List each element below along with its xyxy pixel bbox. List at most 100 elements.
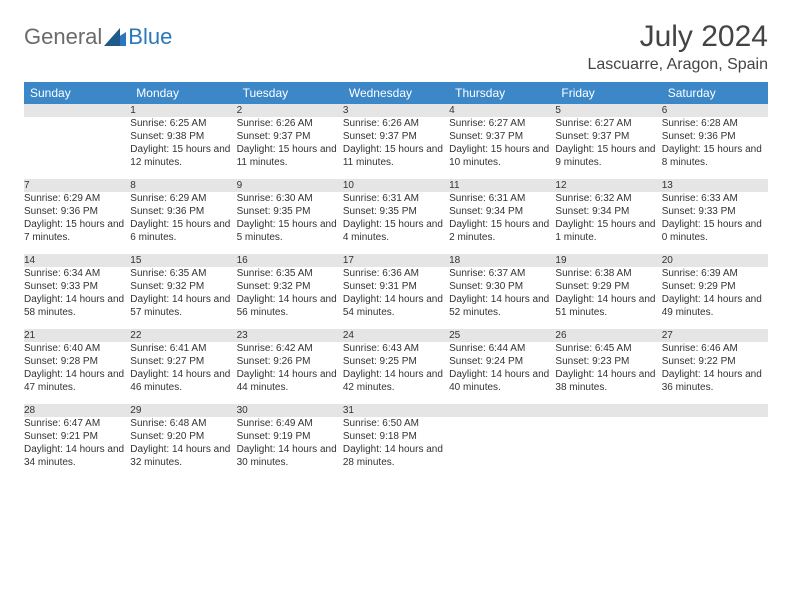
day-number-cell: 13 [662,179,768,192]
sunrise-text: Sunrise: 6:46 AM [662,342,768,355]
weekday-header: Friday [555,82,661,104]
day-number-cell: 12 [555,179,661,192]
sunrise-text: Sunrise: 6:31 AM [449,192,555,205]
weekday-header: Monday [130,82,236,104]
daylight-text: Daylight: 14 hours and 51 minutes. [555,293,661,319]
day-detail-cell: Sunrise: 6:40 AMSunset: 9:28 PMDaylight:… [24,342,130,404]
day-number-cell: 28 [24,404,130,417]
sunrise-text: Sunrise: 6:43 AM [343,342,449,355]
daylight-text: Daylight: 15 hours and 4 minutes. [343,218,449,244]
calendar-body: 123456Sunrise: 6:25 AMSunset: 9:38 PMDay… [24,104,768,479]
daylight-text: Daylight: 15 hours and 10 minutes. [449,143,555,169]
calendar-header: SundayMondayTuesdayWednesdayThursdayFrid… [24,82,768,104]
daylight-text: Daylight: 14 hours and 49 minutes. [662,293,768,319]
day-detail-cell: Sunrise: 6:29 AMSunset: 9:36 PMDaylight:… [24,192,130,254]
daylight-text: Daylight: 15 hours and 9 minutes. [555,143,661,169]
sunrise-text: Sunrise: 6:29 AM [24,192,130,205]
day-number-cell: 30 [237,404,343,417]
sunset-text: Sunset: 9:32 PM [237,280,343,293]
day-detail-row: Sunrise: 6:34 AMSunset: 9:33 PMDaylight:… [24,267,768,329]
day-detail-row: Sunrise: 6:40 AMSunset: 9:28 PMDaylight:… [24,342,768,404]
sunset-text: Sunset: 9:36 PM [130,205,236,218]
day-detail-row: Sunrise: 6:25 AMSunset: 9:38 PMDaylight:… [24,117,768,179]
day-number-cell: 5 [555,104,661,117]
day-detail-cell: Sunrise: 6:46 AMSunset: 9:22 PMDaylight:… [662,342,768,404]
day-detail-cell [449,417,555,479]
sunset-text: Sunset: 9:34 PM [449,205,555,218]
day-detail-cell: Sunrise: 6:28 AMSunset: 9:36 PMDaylight:… [662,117,768,179]
daylight-text: Daylight: 15 hours and 11 minutes. [343,143,449,169]
daylight-text: Daylight: 15 hours and 8 minutes. [662,143,768,169]
daylight-text: Daylight: 14 hours and 32 minutes. [130,443,236,469]
daylight-text: Daylight: 15 hours and 7 minutes. [24,218,130,244]
day-detail-cell: Sunrise: 6:29 AMSunset: 9:36 PMDaylight:… [130,192,236,254]
title-block: July 2024 Lascuarre, Aragon, Spain [587,20,768,74]
day-detail-cell: Sunrise: 6:44 AMSunset: 9:24 PMDaylight:… [449,342,555,404]
day-number-cell: 25 [449,329,555,342]
sunrise-text: Sunrise: 6:27 AM [449,117,555,130]
sunset-text: Sunset: 9:28 PM [24,355,130,368]
day-detail-cell: Sunrise: 6:30 AMSunset: 9:35 PMDaylight:… [237,192,343,254]
day-detail-cell: Sunrise: 6:38 AMSunset: 9:29 PMDaylight:… [555,267,661,329]
day-detail-cell: Sunrise: 6:35 AMSunset: 9:32 PMDaylight:… [237,267,343,329]
day-number-cell: 19 [555,254,661,267]
daylight-text: Daylight: 14 hours and 54 minutes. [343,293,449,319]
daylight-text: Daylight: 14 hours and 58 minutes. [24,293,130,319]
day-number-cell: 15 [130,254,236,267]
day-number-cell: 24 [343,329,449,342]
day-number-cell: 7 [24,179,130,192]
day-number-cell: 6 [662,104,768,117]
daylight-text: Daylight: 14 hours and 57 minutes. [130,293,236,319]
sunrise-text: Sunrise: 6:30 AM [237,192,343,205]
sunset-text: Sunset: 9:23 PM [555,355,661,368]
day-number-cell: 11 [449,179,555,192]
day-number-cell: 27 [662,329,768,342]
day-number-row: 123456 [24,104,768,117]
daylight-text: Daylight: 14 hours and 52 minutes. [449,293,555,319]
sunrise-text: Sunrise: 6:36 AM [343,267,449,280]
calendar-table: SundayMondayTuesdayWednesdayThursdayFrid… [24,82,768,479]
day-detail-cell: Sunrise: 6:35 AMSunset: 9:32 PMDaylight:… [130,267,236,329]
daylight-text: Daylight: 14 hours and 47 minutes. [24,368,130,394]
sunset-text: Sunset: 9:37 PM [237,130,343,143]
day-detail-cell [24,117,130,179]
sunset-text: Sunset: 9:36 PM [662,130,768,143]
day-number-cell [662,404,768,417]
sunrise-text: Sunrise: 6:45 AM [555,342,661,355]
day-number-cell: 3 [343,104,449,117]
day-number-cell: 8 [130,179,236,192]
sunrise-text: Sunrise: 6:25 AM [130,117,236,130]
sunset-text: Sunset: 9:37 PM [555,130,661,143]
daylight-text: Daylight: 15 hours and 11 minutes. [237,143,343,169]
day-number-cell: 17 [343,254,449,267]
daylight-text: Daylight: 15 hours and 0 minutes. [662,218,768,244]
day-detail-cell: Sunrise: 6:34 AMSunset: 9:33 PMDaylight:… [24,267,130,329]
day-number-row: 14151617181920 [24,254,768,267]
day-number-row: 78910111213 [24,179,768,192]
daylight-text: Daylight: 14 hours and 28 minutes. [343,443,449,469]
day-detail-cell: Sunrise: 6:39 AMSunset: 9:29 PMDaylight:… [662,267,768,329]
day-number-cell [449,404,555,417]
sunset-text: Sunset: 9:38 PM [130,130,236,143]
day-detail-cell: Sunrise: 6:25 AMSunset: 9:38 PMDaylight:… [130,117,236,179]
day-number-cell: 23 [237,329,343,342]
logo-text-blue: Blue [128,24,172,50]
day-number-cell [555,404,661,417]
sunset-text: Sunset: 9:29 PM [555,280,661,293]
day-detail-cell: Sunrise: 6:27 AMSunset: 9:37 PMDaylight:… [555,117,661,179]
sunrise-text: Sunrise: 6:37 AM [449,267,555,280]
sunset-text: Sunset: 9:29 PM [662,280,768,293]
day-detail-cell: Sunrise: 6:45 AMSunset: 9:23 PMDaylight:… [555,342,661,404]
sunrise-text: Sunrise: 6:39 AM [662,267,768,280]
day-detail-cell: Sunrise: 6:47 AMSunset: 9:21 PMDaylight:… [24,417,130,479]
sunset-text: Sunset: 9:27 PM [130,355,236,368]
daylight-text: Daylight: 15 hours and 5 minutes. [237,218,343,244]
sunrise-text: Sunrise: 6:35 AM [237,267,343,280]
sunrise-text: Sunrise: 6:26 AM [237,117,343,130]
sunset-text: Sunset: 9:32 PM [130,280,236,293]
daylight-text: Daylight: 14 hours and 42 minutes. [343,368,449,394]
sunrise-text: Sunrise: 6:27 AM [555,117,661,130]
sunset-text: Sunset: 9:21 PM [24,430,130,443]
day-number-cell: 20 [662,254,768,267]
day-number-cell [24,104,130,117]
